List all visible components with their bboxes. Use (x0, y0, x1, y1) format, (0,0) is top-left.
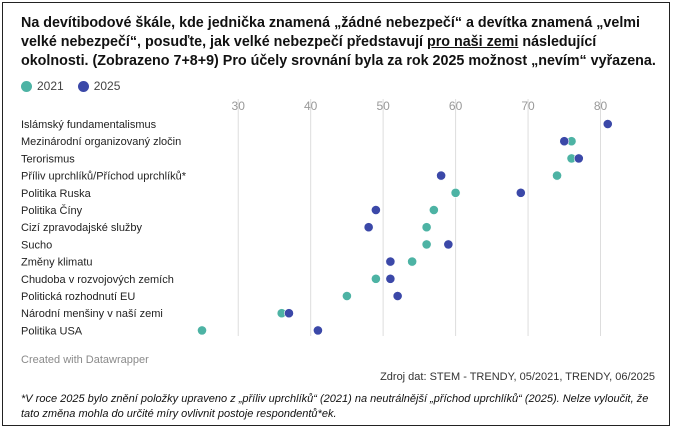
category-label: Politika Ruska (21, 188, 92, 200)
category-label: Islámský fundamentalismus (21, 119, 157, 131)
dot-plot-chart: 30 40 50 60 70 80 Islámský fundamentalismus Mez… (21, 99, 613, 337)
category-label: Terorismus (21, 153, 75, 165)
category-label: Národní menšiny v naší zemi (21, 308, 163, 320)
figure-frame: Na devítibodové škále, kde jednička znam… (2, 2, 670, 426)
legend-item-2021: 2021 (21, 79, 64, 93)
data-point-2025 (363, 222, 374, 233)
datawrapper-credit: Created with Datawrapper (21, 354, 149, 366)
data-point-2025 (436, 170, 447, 181)
category-label: Mezinárodní organizovaný zločin (21, 136, 181, 148)
data-point-2025 (559, 136, 570, 147)
legend-label-2021: 2021 (37, 79, 64, 93)
data-point-2025 (284, 308, 294, 319)
data-point-2025 (385, 273, 396, 284)
title-part-1: Na devítibodové škále, kde jednička znam… (21, 15, 640, 50)
data-point-2025 (602, 119, 613, 129)
title-underlined-phrase: pro naši zemi (427, 34, 519, 50)
data-point-2025 (313, 325, 323, 336)
legend-label-2025: 2025 (93, 79, 121, 93)
x-tick-label-70: 70 (521, 99, 535, 113)
data-point-2021 (421, 239, 432, 250)
title-part-2: následující okolnosti. (Zobrazeno 7+8+9)… (21, 34, 656, 69)
x-tick-label-30: 30 (232, 99, 246, 113)
legend-swatch-2025 (77, 80, 89, 92)
data-point-2025 (515, 187, 526, 198)
legend-item-2025: 2025 (77, 79, 121, 93)
data-point-2021 (428, 205, 439, 215)
data-point-2021 (552, 170, 562, 181)
category-label: Politika Číny (21, 204, 83, 217)
footnote: *V roce 2025 bylo znění položky upraveno… (21, 393, 649, 420)
data-point-2021 (407, 256, 418, 267)
x-tick-label-40: 40 (304, 99, 318, 113)
category-label: Cizí zpravodajské služby (21, 222, 143, 234)
x-tick-label-50: 50 (376, 99, 390, 113)
data-point-2021 (370, 273, 381, 284)
category-label: Chudoba v rozvojových zemích (21, 274, 174, 286)
data-point-2021 (342, 291, 352, 301)
data-point-2025 (443, 239, 454, 250)
data-point-2025 (573, 153, 584, 164)
category-label: Politická rozhodnutí EU (21, 291, 135, 303)
legend-swatch-2021 (21, 80, 32, 92)
category-label: Sucho (21, 239, 52, 251)
data-point-2021 (450, 187, 461, 198)
data-point-2021 (421, 222, 432, 233)
x-tick-label-60: 60 (449, 99, 463, 113)
chart-title: Na devítibodové škále, kde jednička znam… (21, 14, 661, 71)
data-point-2025 (392, 291, 403, 301)
category-label: Příliv uprchlíků/Příchod uprchlíků* (21, 171, 187, 183)
data-point-2025 (370, 205, 381, 215)
legend: 2021 2025 (21, 79, 134, 93)
category-label: Politika USA (21, 325, 83, 337)
data-source: Zdroj dat: STEM - TRENDY, 05/2021, TREND… (380, 371, 655, 383)
category-label: Změny klimatu (21, 257, 93, 269)
x-tick-label-80: 80 (594, 99, 608, 113)
data-point-2021 (197, 325, 207, 336)
data-point-2025 (385, 256, 396, 267)
